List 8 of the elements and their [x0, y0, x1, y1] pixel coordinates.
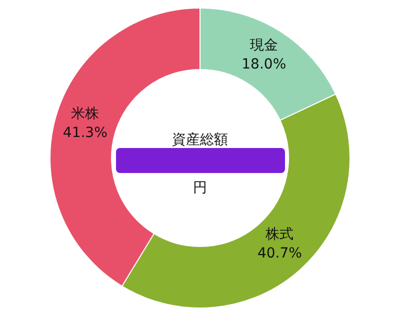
slice-label: 現金 — [250, 37, 278, 54]
data-label: 40.7% — [257, 246, 302, 262]
slice-label: 米株 — [71, 106, 100, 122]
data-label: 41.3% — [62, 124, 108, 141]
slice-label: 株式 — [264, 226, 294, 243]
data-label: 18.0% — [242, 56, 286, 72]
text: 円 — [193, 180, 207, 196]
text: 資産総額 — [172, 132, 228, 148]
